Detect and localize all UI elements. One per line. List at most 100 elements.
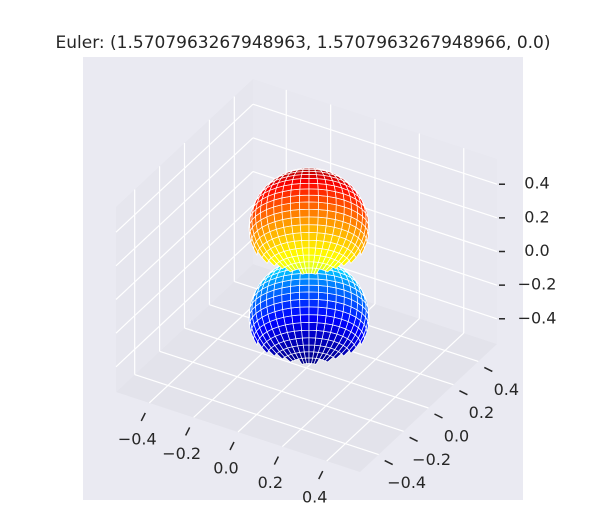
y-tick-label: 0.2	[469, 403, 494, 422]
surface-patch	[291, 224, 302, 234]
grid-line	[252, 103, 498, 185]
surface-patch	[299, 306, 310, 316]
surface-patch	[291, 314, 302, 324]
x-tick	[273, 456, 280, 465]
surface-patch	[299, 208, 310, 218]
surface-patch	[315, 240, 325, 250]
surface-patch	[299, 278, 310, 286]
surface-patch	[293, 240, 303, 250]
surface-patch	[308, 329, 317, 339]
surface-patch	[302, 344, 310, 353]
y-tick-label: 0.4	[494, 380, 519, 399]
surface-patch	[290, 306, 301, 317]
x-tick	[318, 470, 324, 480]
y-tick	[434, 413, 443, 419]
surface-patch	[308, 239, 317, 249]
surface-patch	[290, 201, 301, 211]
surface-patch	[299, 314, 310, 324]
surface-patch	[315, 330, 325, 340]
z-tick-label: −0.4	[518, 308, 557, 327]
chart-title: Euler: (1.5707963267948963, 1.5707963267…	[56, 33, 551, 53]
surface-patch	[299, 194, 310, 203]
y-tick	[459, 390, 468, 396]
surface-patch	[303, 351, 310, 359]
surface-patch	[308, 182, 319, 190]
surface-patch	[291, 178, 302, 185]
x-tick-label: 0.0	[213, 459, 238, 478]
surface-patch	[317, 299, 328, 309]
x-tick	[229, 441, 235, 451]
y-tick	[483, 366, 493, 373]
x-tick	[184, 427, 191, 436]
surface-patch	[290, 291, 301, 301]
surface-patch	[302, 247, 310, 256]
surface-patch	[301, 239, 310, 249]
surface-patch	[290, 195, 301, 204]
surface-patch	[299, 298, 310, 308]
surface-patch	[308, 314, 319, 324]
z-tick-label: 0.2	[524, 207, 549, 226]
x-tick-label: −0.2	[162, 444, 201, 463]
surface-patch	[317, 291, 328, 301]
surface-patch	[308, 278, 319, 286]
surface-patch	[308, 337, 316, 346]
surface-patch	[292, 322, 302, 332]
surface-patch	[308, 261, 315, 269]
y-tick	[409, 436, 418, 442]
surface-patch	[292, 232, 302, 242]
y-tick-label: −0.4	[387, 473, 426, 492]
surface-patch	[316, 178, 327, 185]
grid-line	[184, 327, 429, 409]
surface-patch	[308, 174, 318, 180]
x-tick-label: −0.4	[118, 429, 157, 448]
surface-patch	[317, 209, 328, 219]
grid-line	[115, 204, 254, 334]
surface-patch	[300, 232, 310, 241]
surface-patch	[299, 182, 310, 190]
surface-patch	[302, 254, 310, 263]
surface-patch	[316, 232, 326, 242]
z-tick-label: 0.0	[524, 241, 549, 260]
surface-patch	[308, 208, 319, 218]
surface-patch	[308, 216, 319, 226]
surface-patch	[299, 188, 310, 196]
surface-patch	[308, 351, 315, 359]
surface-patch	[317, 216, 328, 227]
surface-patch	[300, 174, 310, 180]
surface-patch	[299, 178, 310, 184]
surface-patch	[303, 261, 310, 269]
grid-line	[252, 137, 498, 219]
surface-patch	[308, 188, 319, 196]
surface-patch	[299, 291, 310, 300]
surface-patch	[293, 330, 303, 340]
surface-patch	[299, 224, 310, 234]
surface-patch	[299, 216, 310, 226]
surface-patch	[299, 284, 310, 293]
surface-patch	[290, 285, 301, 294]
surface-patch	[308, 254, 316, 263]
grid-line	[159, 350, 404, 432]
surface-patch	[308, 194, 319, 203]
surface-patch	[308, 178, 319, 184]
grid-line	[115, 103, 254, 233]
surface-patch	[308, 247, 316, 256]
surface-patch	[308, 322, 318, 331]
surface-patch	[300, 322, 310, 331]
surface-patch	[308, 291, 319, 300]
surface-patch	[317, 195, 328, 204]
surface-patch	[308, 306, 319, 316]
surface-patch	[308, 284, 319, 293]
surface-patch	[290, 216, 301, 227]
grid-line	[115, 137, 254, 267]
surface-patch	[308, 224, 319, 234]
grid-line	[115, 171, 254, 300]
surface-patch	[301, 329, 310, 339]
surface-patch	[316, 322, 326, 332]
surface-patch	[290, 209, 301, 219]
surface-patch	[317, 201, 328, 211]
surface-patch	[317, 285, 328, 294]
y-tick	[384, 459, 394, 466]
y-tick-label: −0.2	[412, 450, 451, 469]
